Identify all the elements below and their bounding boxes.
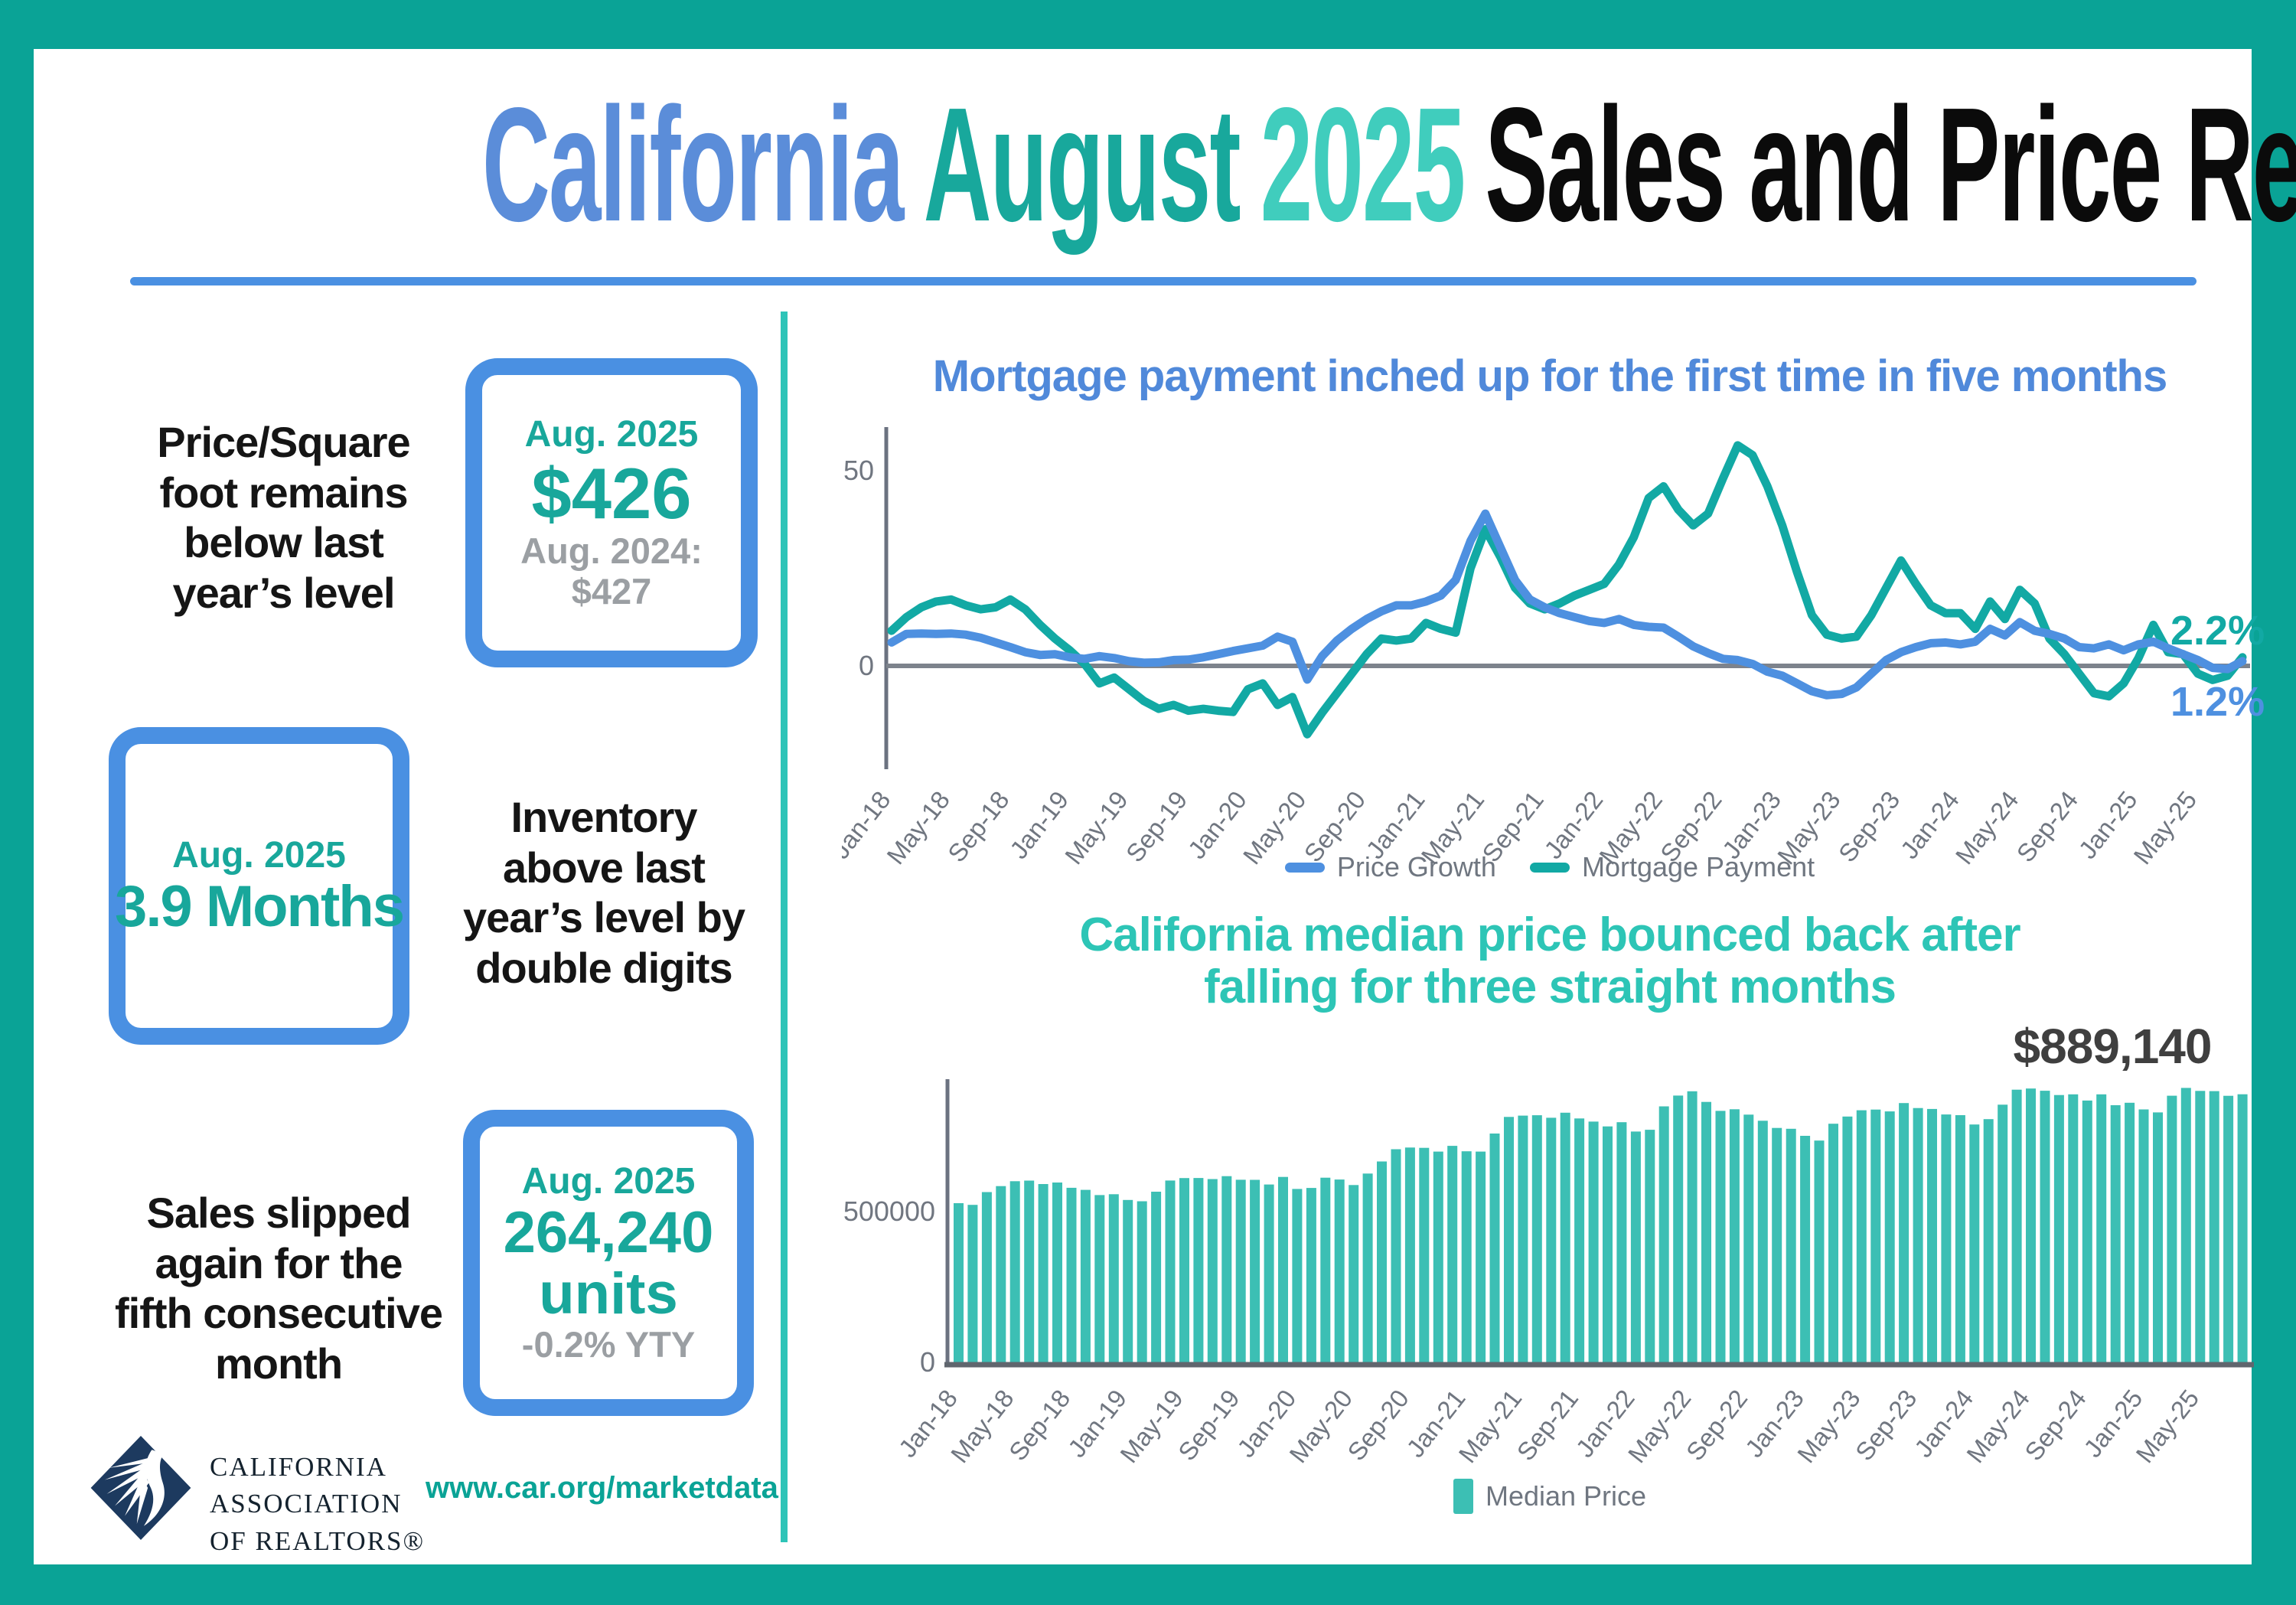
svg-text:0: 0 [920, 1346, 935, 1378]
price-sqft-headline-line2: foot remains [159, 468, 408, 517]
inventory-period: Aug. 2025 [172, 835, 346, 876]
sales-headline: Sales slipped again for the fifth consec… [83, 1188, 475, 1388]
mortgage-line-chart: 050Jan-18May-18Sep-18Jan-19May-19Sep-19J… [842, 427, 2250, 869]
svg-text:500000: 500000 [843, 1196, 935, 1227]
sales-period: Aug. 2025 [521, 1161, 696, 1202]
median-price-chart-title-line1: California median price bounced back aft… [1079, 909, 2020, 961]
mortgage-chart-title: Mortgage payment inched up for the first… [932, 351, 2167, 401]
mortgage-payment-legend-marker-icon [1529, 862, 1570, 873]
page-title-sales-price-report: Sales and Price Report [1485, 73, 2296, 255]
car-logo-text-line2: ASSOCIATION [210, 1489, 403, 1519]
car-logo-text: CALIFORNIA ASSOCIATION OF REALTORS® [210, 1449, 425, 1560]
page-title-california: California [482, 73, 904, 255]
median-price-chart-title-line2: falling for three straight months [1204, 961, 1896, 1014]
svg-text:0: 0 [859, 650, 874, 681]
car-logo-icon [90, 1436, 191, 1540]
median-price-legend-label: Median Price [1485, 1480, 1647, 1512]
legend-item-price-growth: Price Growth [1284, 851, 1496, 883]
median-price-legend-marker-icon [1453, 1479, 1473, 1514]
svg-text:Sep-18: Sep-18 [1003, 1385, 1076, 1466]
mortgage-payment-legend-label: Mortgage Payment [1581, 851, 1815, 882]
sales-headline-line1: Sales slipped [146, 1189, 412, 1237]
frame-right [2252, 0, 2296, 1605]
sales-value: 264,240 [503, 1200, 714, 1266]
inventory-stat-box: Aug. 2025 3.9 Months [109, 727, 409, 1045]
sales-stat-box: Aug. 2025 264,240 units -0.2% YTY [463, 1110, 754, 1416]
median-price-bar-chart: 0500000Jan-18May-18Sep-18Jan-19May-19Sep… [843, 1079, 2254, 1468]
frame-top [0, 0, 2296, 49]
price-sqft-value: $426 [531, 452, 692, 533]
inventory-headline-line1: Inventory [510, 793, 697, 841]
latest-median-price-annotation: $889,140 [2013, 1019, 2213, 1074]
price-growth-legend-marker-icon [1284, 862, 1325, 873]
page-title-2025: 2025 [1260, 73, 1466, 255]
sales-headline-line2: again for the [155, 1238, 403, 1287]
svg-text:50: 50 [843, 455, 874, 486]
svg-text:Sep-24: Sep-24 [2019, 1385, 2092, 1466]
bar-chart-legend: Median Price [842, 1479, 2258, 1514]
price-growth-legend-label: Price Growth [1336, 851, 1496, 882]
price-growth-end-value-label: 1.2% [2170, 679, 2265, 725]
car-logo-text-line3: OF REALTORS® [210, 1525, 426, 1556]
price-sqft-headline-line1: Price/Square [157, 418, 410, 466]
legend-item-mortgage-payment: Mortgage Payment [1529, 851, 1815, 883]
line-chart-legend: Price Growth Mortgage Payment [842, 851, 2258, 883]
inventory-headline-line4: double digits [475, 943, 732, 992]
frame-bottom [0, 1564, 2296, 1605]
mortgage-end-value-label: 2.2% [2170, 608, 2265, 654]
title-underline [130, 277, 2197, 285]
price-sqft-headline-line4: year’s level [172, 568, 395, 617]
inventory-headline-line3: year’s level by [463, 893, 745, 942]
price-sqft-prior-value: $427 [571, 570, 652, 612]
marketdata-url-link[interactable]: www.car.org/marketdata [426, 1471, 778, 1505]
inventory-value: 3.9 Months [115, 874, 405, 940]
price-sqft-headline-line3: below last [184, 518, 384, 567]
price-sqft-stat-box: Aug. 2025 $426 Aug. 2024: $427 [465, 358, 758, 667]
sales-headline-line4: month [214, 1339, 343, 1388]
svg-text:Sep-19: Sep-19 [1172, 1385, 1245, 1466]
car-logo-text-line1: CALIFORNIA [210, 1452, 387, 1482]
legend-item-median-price: Median Price [1453, 1479, 1646, 1514]
vertical-divider [781, 312, 788, 1542]
median-price-chart-title: California median price bounced back aft… [842, 909, 2258, 1013]
page-title-august: August [923, 73, 1241, 255]
price-sqft-prior-label: Aug. 2024: [520, 530, 703, 572]
svg-text:Sep-21: Sep-21 [1511, 1385, 1583, 1466]
sales-yty-change: -0.2% YTY [521, 1324, 696, 1365]
sales-headline-line3: fifth consecutive [115, 1289, 443, 1338]
svg-text:Sep-20: Sep-20 [1342, 1385, 1414, 1466]
svg-text:Sep-22: Sep-22 [1681, 1385, 1753, 1466]
inventory-headline-line2: above last [503, 843, 706, 892]
price-sqft-headline: Price/Square foot remains below last yea… [90, 417, 477, 618]
svg-text:Sep-23: Sep-23 [1850, 1385, 1923, 1466]
price-sqft-period: Aug. 2025 [524, 414, 699, 455]
inventory-headline: Inventory above last year’s level by dou… [427, 792, 781, 993]
sales-value-unit: units [539, 1261, 678, 1327]
frame-left [0, 0, 34, 1605]
